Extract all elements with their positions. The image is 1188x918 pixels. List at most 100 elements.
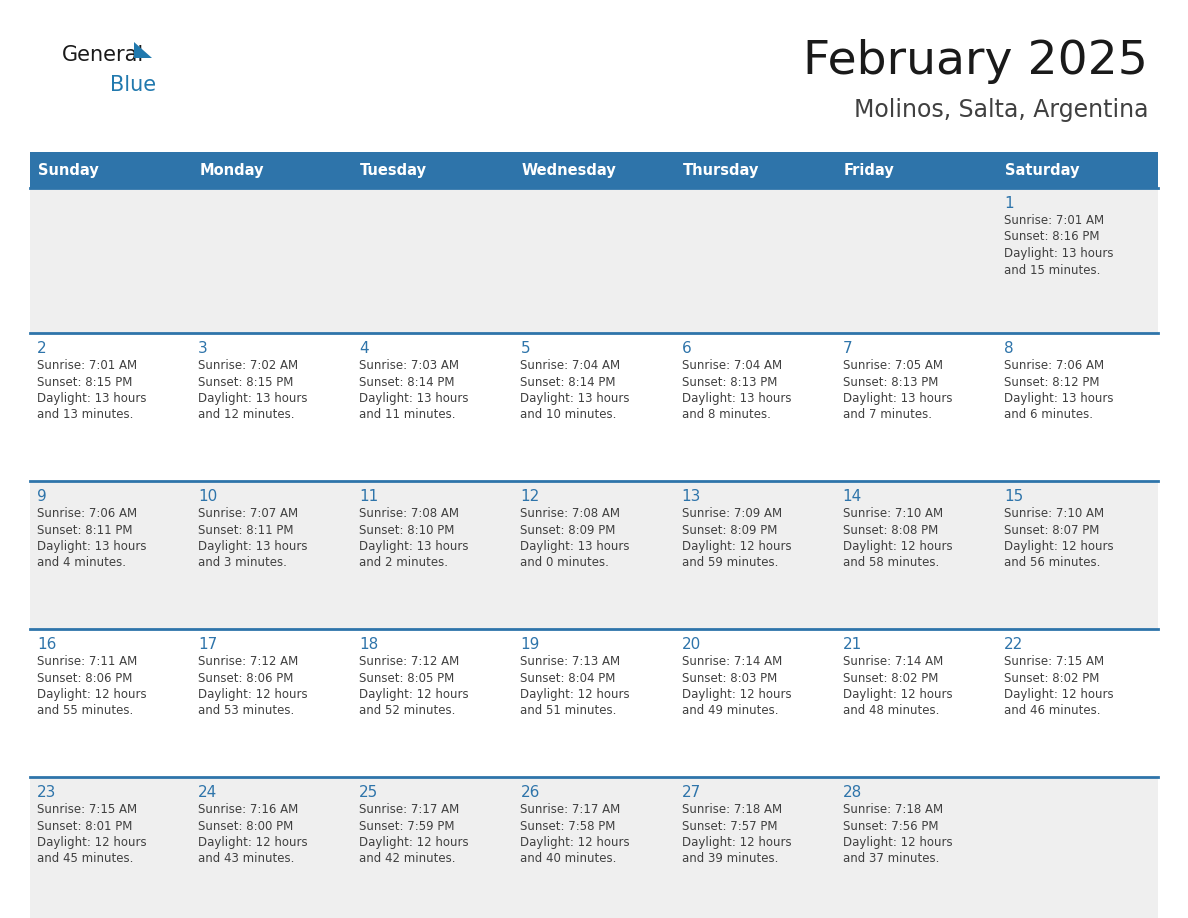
Text: 17: 17: [198, 637, 217, 652]
Text: Daylight: 13 hours: Daylight: 13 hours: [359, 392, 469, 405]
Bar: [675, 152, 835, 188]
Bar: [30, 629, 191, 777]
Text: Sunset: 8:04 PM: Sunset: 8:04 PM: [520, 671, 615, 685]
Bar: [513, 152, 675, 188]
Text: Sunrise: 7:01 AM: Sunrise: 7:01 AM: [1004, 214, 1104, 227]
Text: Sunset: 8:08 PM: Sunset: 8:08 PM: [842, 523, 939, 536]
Bar: [835, 629, 997, 777]
Text: Daylight: 13 hours: Daylight: 13 hours: [682, 392, 791, 405]
Text: 20: 20: [682, 637, 701, 652]
Text: and 46 minutes.: and 46 minutes.: [1004, 704, 1100, 718]
Bar: [191, 188, 353, 333]
Text: Daylight: 12 hours: Daylight: 12 hours: [1004, 688, 1113, 701]
Text: Sunrise: 7:10 AM: Sunrise: 7:10 AM: [842, 507, 943, 520]
Bar: [835, 481, 997, 629]
Text: Sunset: 8:02 PM: Sunset: 8:02 PM: [1004, 671, 1099, 685]
Text: and 2 minutes.: and 2 minutes.: [359, 556, 448, 569]
Bar: [835, 333, 997, 481]
Text: Sunrise: 7:08 AM: Sunrise: 7:08 AM: [520, 507, 620, 520]
Text: Sunrise: 7:11 AM: Sunrise: 7:11 AM: [37, 655, 138, 668]
Bar: [191, 152, 353, 188]
Text: Sunset: 8:11 PM: Sunset: 8:11 PM: [37, 523, 133, 536]
Text: and 56 minutes.: and 56 minutes.: [1004, 556, 1100, 569]
Text: Daylight: 12 hours: Daylight: 12 hours: [198, 836, 308, 849]
Text: Sunrise: 7:09 AM: Sunrise: 7:09 AM: [682, 507, 782, 520]
Text: and 13 minutes.: and 13 minutes.: [37, 409, 133, 421]
Bar: [997, 333, 1158, 481]
Text: Sunrise: 7:15 AM: Sunrise: 7:15 AM: [37, 803, 137, 816]
Text: 21: 21: [842, 637, 862, 652]
Text: Daylight: 13 hours: Daylight: 13 hours: [520, 540, 630, 553]
Text: Sunset: 8:10 PM: Sunset: 8:10 PM: [359, 523, 455, 536]
Text: Daylight: 12 hours: Daylight: 12 hours: [842, 540, 953, 553]
Text: Sunrise: 7:05 AM: Sunrise: 7:05 AM: [842, 359, 943, 372]
Bar: [30, 152, 191, 188]
Text: Sunrise: 7:15 AM: Sunrise: 7:15 AM: [1004, 655, 1104, 668]
Bar: [353, 777, 513, 918]
Text: Sunset: 8:02 PM: Sunset: 8:02 PM: [842, 671, 939, 685]
Text: 5: 5: [520, 341, 530, 356]
Text: 4: 4: [359, 341, 369, 356]
Text: Sunset: 8:05 PM: Sunset: 8:05 PM: [359, 671, 455, 685]
Text: 2: 2: [37, 341, 46, 356]
Text: Sunrise: 7:02 AM: Sunrise: 7:02 AM: [198, 359, 298, 372]
Text: 14: 14: [842, 489, 862, 504]
Text: Saturday: Saturday: [1005, 162, 1080, 177]
Text: and 48 minutes.: and 48 minutes.: [842, 704, 939, 718]
Text: and 15 minutes.: and 15 minutes.: [1004, 263, 1100, 276]
Text: and 7 minutes.: and 7 minutes.: [842, 409, 931, 421]
Text: Daylight: 12 hours: Daylight: 12 hours: [359, 688, 469, 701]
Bar: [997, 481, 1158, 629]
Bar: [353, 152, 513, 188]
Text: 1: 1: [1004, 196, 1013, 211]
Text: Thursday: Thursday: [683, 162, 759, 177]
Bar: [513, 188, 675, 333]
Text: and 10 minutes.: and 10 minutes.: [520, 409, 617, 421]
Text: Sunset: 8:15 PM: Sunset: 8:15 PM: [198, 375, 293, 388]
Text: Sunrise: 7:17 AM: Sunrise: 7:17 AM: [520, 803, 620, 816]
Text: and 49 minutes.: and 49 minutes.: [682, 704, 778, 718]
Text: 19: 19: [520, 637, 539, 652]
Text: Sunset: 8:00 PM: Sunset: 8:00 PM: [198, 820, 293, 833]
Text: 11: 11: [359, 489, 379, 504]
Bar: [997, 188, 1158, 333]
Text: and 59 minutes.: and 59 minutes.: [682, 556, 778, 569]
Bar: [30, 188, 191, 333]
Text: Sunrise: 7:14 AM: Sunrise: 7:14 AM: [682, 655, 782, 668]
Text: and 37 minutes.: and 37 minutes.: [842, 853, 939, 866]
Bar: [675, 481, 835, 629]
Text: Sunset: 8:13 PM: Sunset: 8:13 PM: [842, 375, 939, 388]
Text: Daylight: 12 hours: Daylight: 12 hours: [198, 688, 308, 701]
Text: Daylight: 13 hours: Daylight: 13 hours: [37, 392, 146, 405]
Text: and 12 minutes.: and 12 minutes.: [198, 409, 295, 421]
Text: Daylight: 12 hours: Daylight: 12 hours: [1004, 540, 1113, 553]
Text: Sunset: 7:59 PM: Sunset: 7:59 PM: [359, 820, 455, 833]
Bar: [675, 333, 835, 481]
Text: 23: 23: [37, 785, 56, 800]
Text: and 40 minutes.: and 40 minutes.: [520, 853, 617, 866]
Bar: [191, 629, 353, 777]
Bar: [675, 629, 835, 777]
Bar: [675, 188, 835, 333]
Bar: [30, 333, 191, 481]
Bar: [997, 629, 1158, 777]
Text: Daylight: 12 hours: Daylight: 12 hours: [359, 836, 469, 849]
Text: Sunrise: 7:12 AM: Sunrise: 7:12 AM: [198, 655, 298, 668]
Text: Sunrise: 7:10 AM: Sunrise: 7:10 AM: [1004, 507, 1104, 520]
Text: Daylight: 12 hours: Daylight: 12 hours: [682, 836, 791, 849]
Text: Sunset: 7:57 PM: Sunset: 7:57 PM: [682, 820, 777, 833]
Text: Sunset: 7:58 PM: Sunset: 7:58 PM: [520, 820, 615, 833]
Text: Sunset: 7:56 PM: Sunset: 7:56 PM: [842, 820, 939, 833]
Text: Sunrise: 7:04 AM: Sunrise: 7:04 AM: [520, 359, 620, 372]
Text: and 55 minutes.: and 55 minutes.: [37, 704, 133, 718]
Text: Daylight: 13 hours: Daylight: 13 hours: [198, 540, 308, 553]
Bar: [30, 777, 191, 918]
Text: Sunrise: 7:18 AM: Sunrise: 7:18 AM: [682, 803, 782, 816]
Text: Sunset: 8:09 PM: Sunset: 8:09 PM: [682, 523, 777, 536]
Text: Molinos, Salta, Argentina: Molinos, Salta, Argentina: [853, 98, 1148, 122]
Text: 8: 8: [1004, 341, 1013, 356]
Bar: [835, 777, 997, 918]
Text: 16: 16: [37, 637, 56, 652]
Text: Daylight: 13 hours: Daylight: 13 hours: [198, 392, 308, 405]
Text: Daylight: 12 hours: Daylight: 12 hours: [682, 540, 791, 553]
